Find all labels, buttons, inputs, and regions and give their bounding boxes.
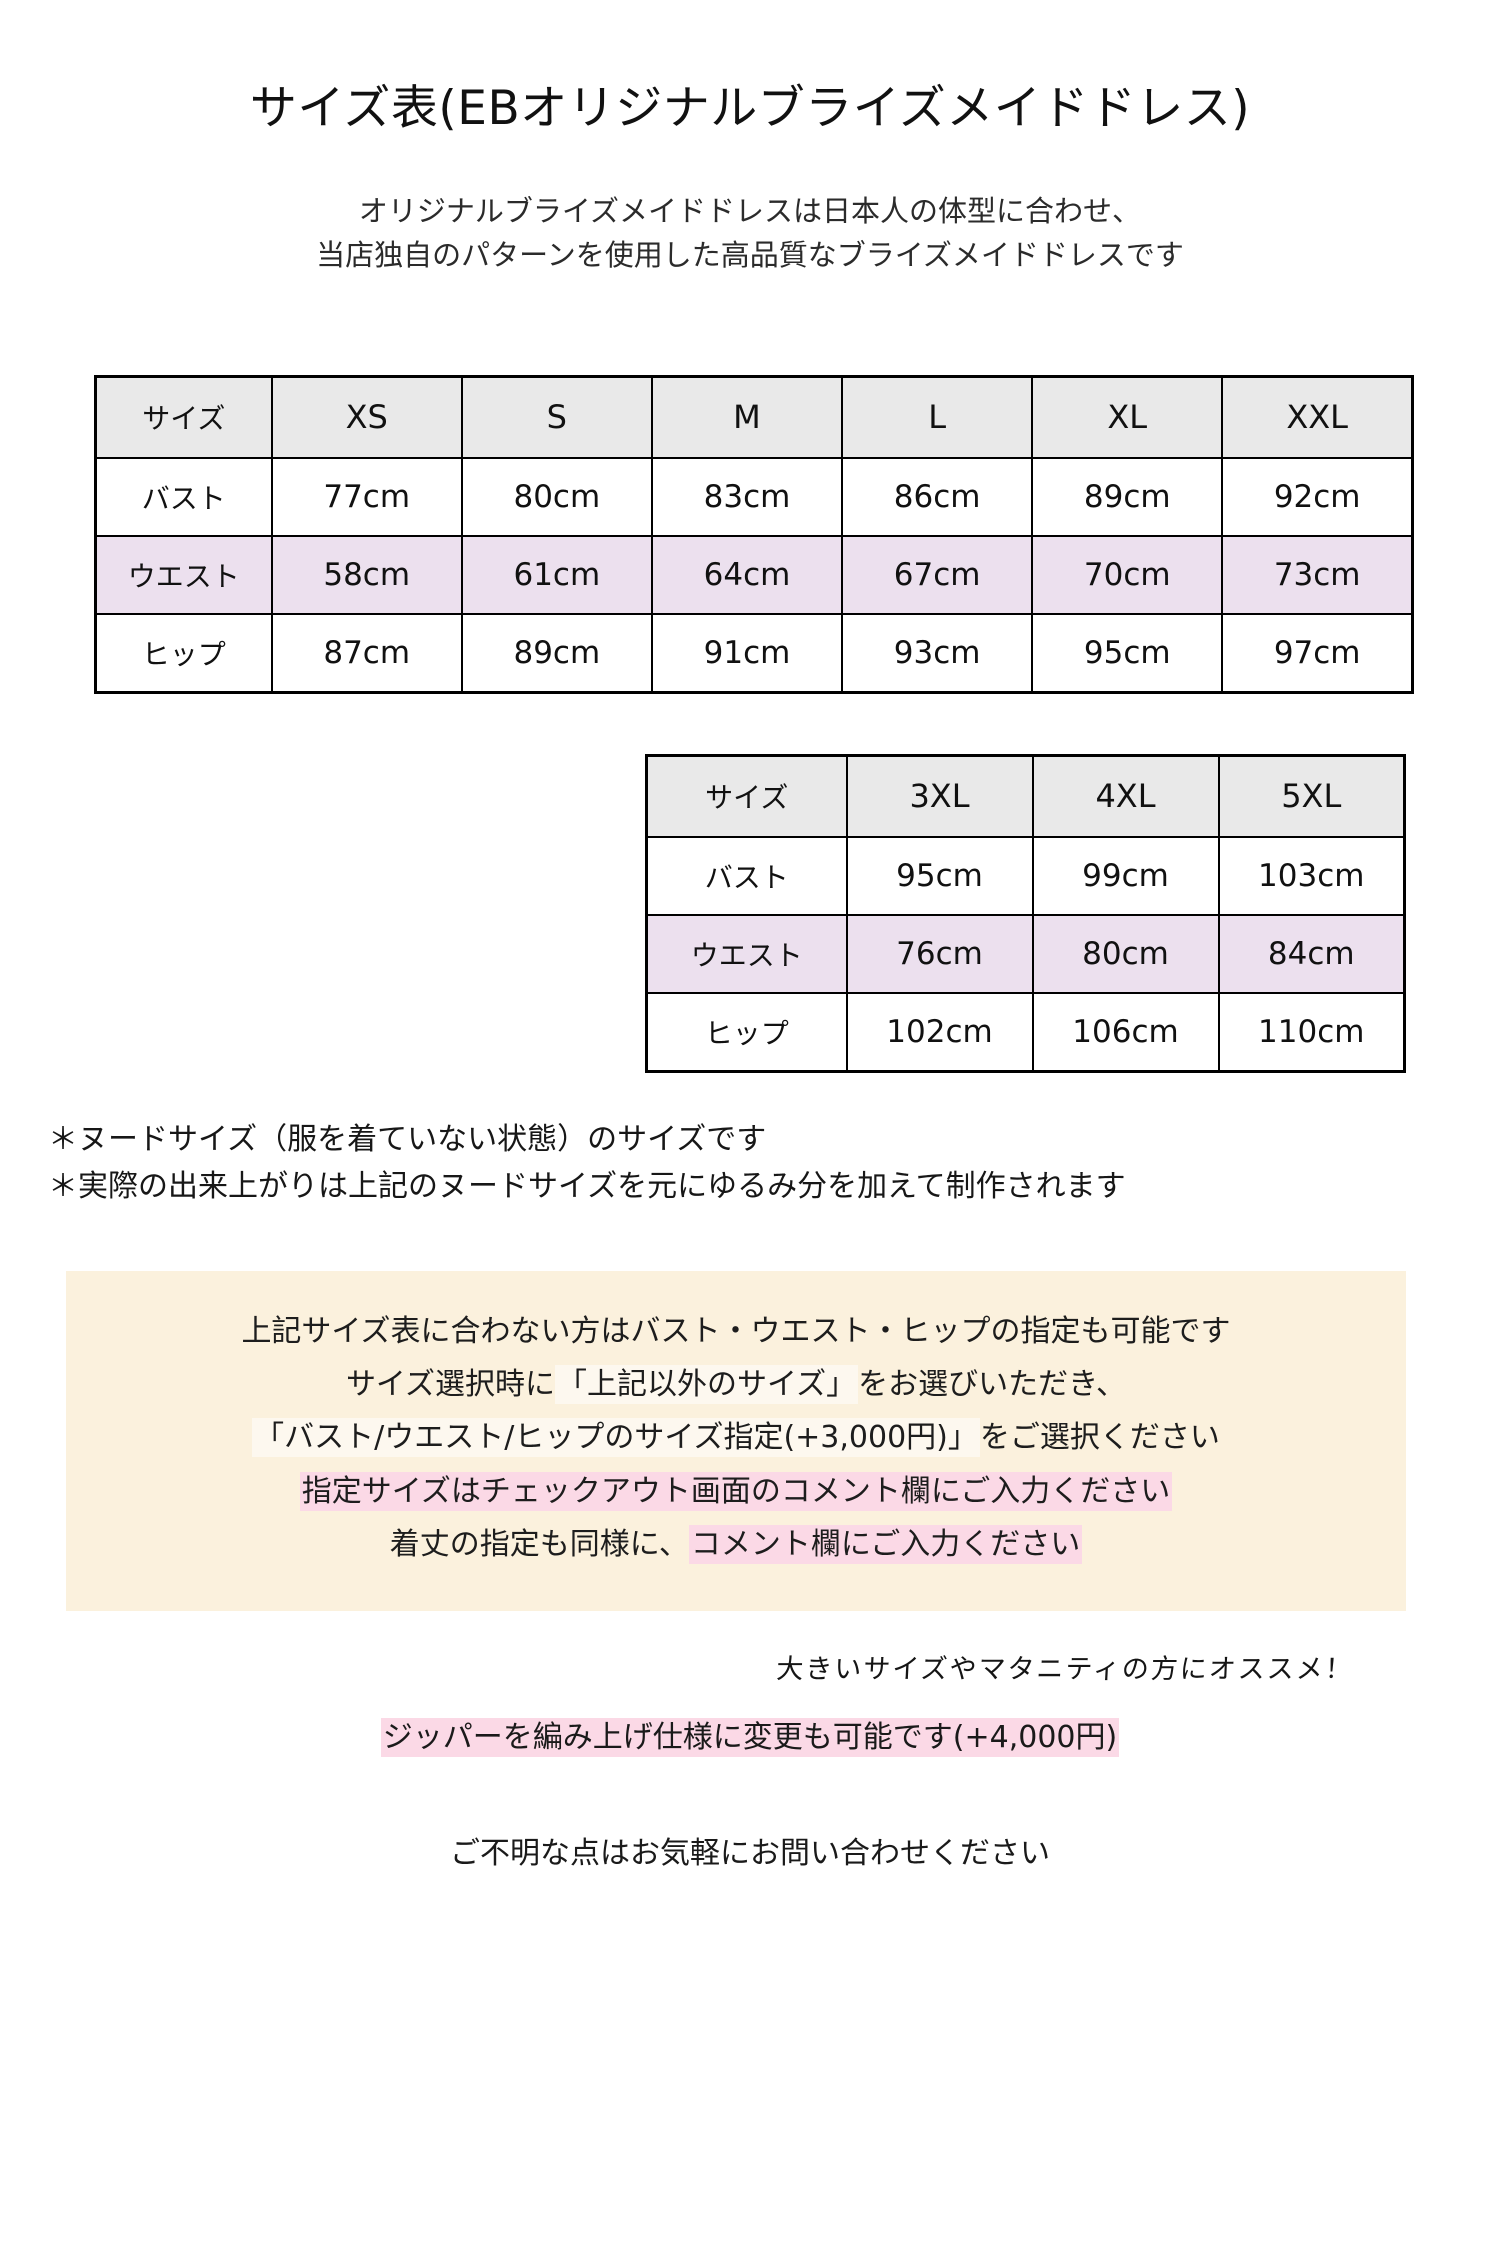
zipper-option-highlight: ジッパーを編み上げ仕様に変更も可能です(+4,000円) (380, 1718, 1120, 1758)
table-cell: 102cm (845, 991, 1034, 1073)
custom-size-info-box: 上記サイズ表に合わない方はバスト・ウエスト・ヒップの指定も可能です サイズ選択時… (66, 1270, 1406, 1612)
table-cell: 92cm (1221, 456, 1414, 537)
table-cell: 80cm (460, 456, 653, 537)
table-cell: 95cm (1031, 612, 1224, 694)
table-row: バスト 77cm 80cm 83cm 86cm 89cm 92cm (94, 456, 1414, 537)
info-line-2-pre: サイズ選択時に (345, 1366, 556, 1402)
table-cell: 64cm (650, 534, 844, 615)
table-header-cell: XL (1031, 375, 1224, 459)
row-label: ウエスト (645, 913, 848, 994)
table-header-cell: XS (270, 375, 463, 459)
table-cell: 76cm (845, 913, 1034, 994)
table-cell: 77cm (270, 456, 463, 537)
table-header-cell: M (650, 375, 844, 459)
table-cell: 99cm (1031, 835, 1220, 916)
subtitle-block: オリジナルブライズメイドドレスは日本人の体型に合わせ、 当店独自のパターンを使用… (80, 189, 1420, 277)
table-cell: 83cm (650, 456, 844, 537)
table-header-cell: サイズ (645, 754, 848, 838)
info-line-5-highlight: コメント欄にご入力ください (688, 1525, 1083, 1565)
table-header-cell: 3XL (845, 754, 1034, 838)
info-line-5-pre: 着丈の指定も同様に、 (389, 1527, 689, 1563)
table-header-row: サイズ 3XL 4XL 5XL (645, 754, 1406, 838)
info-line-2: サイズ選択時に「上記以外のサイズ」をお選びいただき、 (66, 1358, 1406, 1411)
table-cell: 89cm (460, 612, 653, 694)
table-header-cell: 5XL (1217, 754, 1406, 838)
info-line-5: 着丈の指定も同様に、コメント欄にご入力ください (66, 1518, 1406, 1571)
table-cell: 87cm (270, 612, 463, 694)
handwritten-recommendation-note: 大きいサイズやマタニティの方にオススメ！ (775, 1654, 1355, 1686)
table-row: ヒップ 87cm 89cm 91cm 93cm 95cm 97cm (94, 612, 1414, 694)
table-cell: 70cm (1031, 534, 1224, 615)
table-cell: 93cm (841, 612, 1034, 694)
table-cell: 86cm (841, 456, 1034, 537)
row-label: ヒップ (645, 991, 848, 1073)
table-cell: 97cm (1221, 612, 1414, 694)
contact-footer: ご不明な点はお気軽にお問い合わせください (450, 1836, 1050, 1872)
table-cell: 61cm (460, 534, 653, 615)
table-header-cell: XXL (1221, 375, 1414, 459)
table-cell: 110cm (1217, 991, 1406, 1073)
table-header-cell: S (460, 375, 653, 459)
table-cell: 80cm (1031, 913, 1220, 994)
table-header-cell: L (841, 375, 1034, 459)
page-title: サイズ表(EBオリジナルブライズメイドドレス) (249, 81, 1251, 136)
table-header-cell: サイズ (94, 375, 273, 459)
info-line-1: 上記サイズ表に合わない方はバスト・ウエスト・ヒップの指定も可能です (241, 1313, 1231, 1349)
subtitle-line-2: 当店独自のパターンを使用した高品質なブライズメイドドレスです (316, 237, 1184, 272)
table-cell: 84cm (1217, 913, 1406, 994)
subtitle-line-1: オリジナルブライズメイドドレスは日本人の体型に合わせ、 (358, 193, 1142, 228)
info-line-4: 指定サイズはチェックアウト画面のコメント欄にご入力ください (66, 1465, 1406, 1518)
row-label: バスト (645, 835, 848, 916)
table-cell: 106cm (1031, 991, 1220, 1073)
table-cell: 91cm (650, 612, 844, 694)
row-label: ヒップ (94, 612, 273, 694)
asterisk-notes: ＊ヌードサイズ（服を着ていない状態）のサイズです ＊実際の出来上がりは上記のヌー… (48, 1117, 1420, 1211)
size-table-standard: サイズ XS S M L XL XXL バスト 77cm 80cm 83cm 8… (94, 374, 1414, 694)
table-row: ウエスト 58cm 61cm 64cm 67cm 70cm 73cm (94, 534, 1414, 615)
info-line-3-highlight: 「バスト/ウエスト/ヒップのサイズ指定(+3,000円)」 (252, 1418, 980, 1458)
table-row: ウエスト 76cm 80cm 84cm (645, 913, 1406, 994)
size-table-plus-holder: サイズ 3XL 4XL 5XL バスト 95cm 99cm 103cm ウエスト… (80, 694, 1420, 1073)
note-line-2: ＊実際の出来上がりは上記のヌードサイズを元にゆるみ分を加えて制作されます (48, 1168, 1126, 1204)
table-cell: 89cm (1031, 456, 1224, 537)
table-header-row: サイズ XS S M L XL XXL (94, 375, 1414, 459)
note-line-1: ＊ヌードサイズ（服を着ていない状態）のサイズです (48, 1121, 767, 1157)
row-label: ウエスト (94, 534, 273, 615)
info-line-2-post: をお選びいただき、 (858, 1366, 1127, 1402)
row-label: バスト (94, 456, 273, 537)
info-line-2-highlight: 「上記以外のサイズ」 (555, 1364, 859, 1404)
info-line-4-highlight: 指定サイズはチェックアウト画面のコメント欄にご入力ください (299, 1471, 1173, 1511)
info-line-3: 「バスト/ウエスト/ヒップのサイズ指定(+3,000円)」をご選択ください (66, 1411, 1406, 1464)
table-row: バスト 95cm 99cm 103cm (645, 835, 1406, 916)
table-cell: 95cm (845, 835, 1034, 916)
table-header-cell: 4XL (1031, 754, 1220, 838)
info-line-3-post: をご選択ください (979, 1420, 1220, 1456)
zipper-option-line: ジッパーを編み上げ仕様に変更も可能です(+4,000円) (80, 1712, 1420, 1758)
table-cell: 103cm (1217, 835, 1406, 916)
table-cell: 58cm (270, 534, 463, 615)
table-cell: 73cm (1221, 534, 1414, 615)
size-table-plus: サイズ 3XL 4XL 5XL バスト 95cm 99cm 103cm ウエスト… (645, 753, 1406, 1073)
table-cell: 67cm (841, 534, 1034, 615)
table-row: ヒップ 102cm 106cm 110cm (645, 991, 1406, 1073)
